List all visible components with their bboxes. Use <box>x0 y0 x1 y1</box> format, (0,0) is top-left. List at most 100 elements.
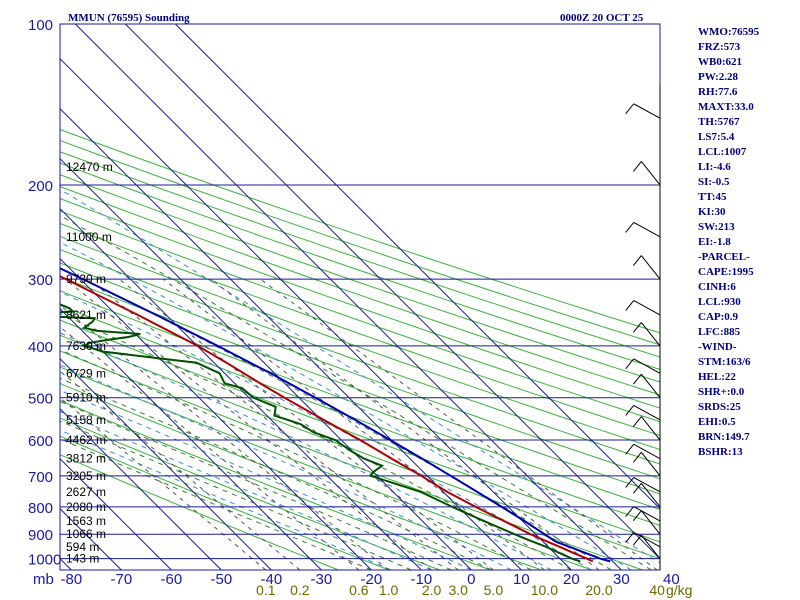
mixing-ratio-line <box>118 278 494 570</box>
pressure-tick-label: 400 <box>28 339 53 356</box>
index-item: LFC:885 <box>698 326 741 338</box>
index-item: FRZ:573 <box>698 41 741 53</box>
wind-barb-flag <box>625 222 635 233</box>
mixing-ratio-label: 2.0 <box>422 582 442 598</box>
isotherm-line <box>60 107 522 570</box>
moist-adiabat <box>60 429 392 570</box>
index-item: EI:-1.8 <box>698 236 731 248</box>
dry-adiabat <box>60 198 660 409</box>
wind-barb <box>640 416 661 441</box>
dry-adiabat <box>60 290 660 511</box>
wind-barb <box>640 483 661 508</box>
mixing-ratio-unit-label: g/kg <box>666 582 692 598</box>
height-label: 5158 m <box>66 413 106 427</box>
wind-barb <box>633 405 661 421</box>
wind-barb <box>633 221 661 238</box>
temperature-tick-label: 30 <box>613 571 630 588</box>
temperature-tick-label: 20 <box>563 571 580 588</box>
wind-barb-flag <box>632 373 642 385</box>
height-label: 143 m <box>66 552 99 566</box>
isotherm-line <box>60 57 572 570</box>
moist-adiabat <box>60 188 660 564</box>
pressure-tick-label: 800 <box>28 500 53 517</box>
height-label: 11000 m <box>66 230 112 244</box>
index-item: WB0:621 <box>698 56 742 68</box>
dry-adiabat <box>60 319 660 543</box>
index-item: SI:-0.5 <box>698 176 730 188</box>
moist-adiabat <box>60 214 652 570</box>
temperature-tick-label: 10 <box>513 571 530 588</box>
moist-adiabat <box>60 313 572 570</box>
index-item: TH:5767 <box>698 116 740 128</box>
dry-adiabat <box>60 366 593 570</box>
index-item: LCL:930 <box>698 296 741 308</box>
dry-adiabat <box>60 151 660 358</box>
wind-barb <box>633 103 661 119</box>
wind-barb <box>633 300 661 316</box>
dry-adiabat <box>60 210 660 423</box>
mixing-ratio-label: 20.0 <box>585 582 612 598</box>
temperature-trace <box>60 275 594 563</box>
wind-barb <box>640 373 661 399</box>
height-label: 2080 m <box>66 500 106 514</box>
dry-adiabat <box>60 262 660 480</box>
dry-adiabat <box>60 129 660 334</box>
dry-adiabat <box>60 162 660 370</box>
index-item: MAXT:33.0 <box>698 101 754 113</box>
isotherm-line <box>74 24 622 570</box>
pressure-tick-label: 700 <box>28 469 53 486</box>
index-item: SRDS:25 <box>698 401 741 413</box>
wind-barb-flag <box>632 510 642 522</box>
wind-barb <box>640 534 661 559</box>
moist-adiabat <box>60 377 492 570</box>
wind-barb-flag <box>625 300 635 311</box>
height-label: 1066 m <box>66 527 106 541</box>
index-item: STM:163/6 <box>698 356 751 368</box>
temperature-tick-label: -80 <box>60 571 82 588</box>
wind-barb-flag <box>632 322 642 333</box>
height-label: 3812 m <box>66 452 106 466</box>
temperature-tick-label: 40 <box>663 571 680 588</box>
wind-barb-flag <box>632 483 642 494</box>
pressure-tick-label: 600 <box>28 433 53 450</box>
wind-barb-flag <box>625 506 635 517</box>
station-title: MMUN (76595) Sounding <box>68 12 190 24</box>
dry-adiabat <box>60 248 660 465</box>
pressure-tick-label: 100 <box>28 17 53 34</box>
wind-barb-flag <box>625 443 635 455</box>
wind-barb-flag <box>632 452 642 463</box>
index-item: CAP:0.9 <box>698 311 739 323</box>
pressure-tick-label: 200 <box>28 178 53 195</box>
wind-barb <box>640 510 661 535</box>
mixing-ratio-line <box>88 278 459 570</box>
index-item: HEL:22 <box>698 371 736 383</box>
dry-adiabat <box>60 235 660 451</box>
pressure-tick-label: 1000 <box>28 552 61 569</box>
wind-barb <box>640 255 661 280</box>
height-label: 7630 m <box>66 339 106 353</box>
valid-time: 0000Z 20 OCT 25 <box>560 12 644 24</box>
dry-adiabat <box>60 174 660 383</box>
mixing-ratio-label: 0.6 <box>349 582 369 598</box>
isotherm-line <box>124 24 660 560</box>
temperature-tick-label: -10 <box>410 571 432 588</box>
isotherm-line <box>60 257 372 570</box>
height-label: 5910 m <box>66 391 106 405</box>
wind-barb-flag <box>625 103 635 115</box>
isotherm-line <box>60 357 272 570</box>
index-item: WMO:76595 <box>698 26 760 38</box>
height-label: 6729 m <box>66 366 106 380</box>
temperature-tick-label: -70 <box>110 571 132 588</box>
dry-adiabat <box>60 435 390 570</box>
wind-barb <box>633 506 661 522</box>
temperature-tick-label: -20 <box>360 571 382 588</box>
wind-barb <box>633 477 661 493</box>
dry-adiabat <box>60 382 542 570</box>
mixing-ratio-line <box>64 278 432 570</box>
axis-unit-label: mb <box>33 571 54 588</box>
height-label: 1563 m <box>66 514 106 528</box>
index-item: CAPE:1995 <box>698 266 754 278</box>
temperature-tick-label: -40 <box>260 571 282 588</box>
height-label: 2627 m <box>66 485 106 499</box>
